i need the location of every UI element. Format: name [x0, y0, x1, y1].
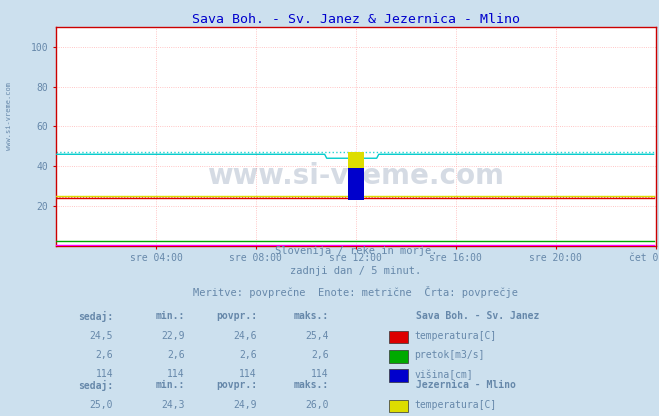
Text: 25,4: 25,4 [305, 331, 329, 341]
Text: min.:: min.: [156, 380, 185, 390]
Bar [389, 369, 408, 382]
Bar [347, 170, 364, 190]
Text: povpr.:: povpr.: [215, 311, 257, 321]
Text: 2,6: 2,6 [311, 350, 329, 360]
Text: višina[cm]: višina[cm] [414, 369, 473, 380]
Text: pretok[m3/s]: pretok[m3/s] [414, 350, 484, 360]
Text: temperatura[C]: temperatura[C] [414, 331, 496, 341]
Text: 26,0: 26,0 [305, 400, 329, 410]
Text: 114: 114 [239, 369, 257, 379]
Bar [389, 331, 408, 343]
Text: sedaj:: sedaj: [78, 380, 113, 391]
Text: zadnji dan / 5 minut.: zadnji dan / 5 minut. [290, 266, 422, 276]
Text: 2,6: 2,6 [239, 350, 257, 360]
Text: 24,9: 24,9 [233, 400, 257, 410]
Text: 24,3: 24,3 [161, 400, 185, 410]
Text: Jezernica - Mlino: Jezernica - Mlino [416, 380, 516, 390]
Text: 114: 114 [96, 369, 113, 379]
Text: 22,9: 22,9 [161, 331, 185, 341]
Text: 24,6: 24,6 [233, 331, 257, 341]
Bar [347, 152, 364, 172]
Text: 2,6: 2,6 [96, 350, 113, 360]
Bar [389, 350, 408, 363]
Text: 25,0: 25,0 [90, 400, 113, 410]
Text: 114: 114 [167, 369, 185, 379]
Text: Slovenija / reke in morje.: Slovenija / reke in morje. [275, 246, 437, 256]
Text: 24,5: 24,5 [90, 331, 113, 341]
Bar [389, 400, 408, 412]
Text: www.si-vreme.com: www.si-vreme.com [208, 162, 504, 190]
Text: min.:: min.: [156, 311, 185, 321]
Bar [347, 168, 364, 200]
Text: maks.:: maks.: [294, 311, 329, 321]
Text: 2,6: 2,6 [167, 350, 185, 360]
Title: Sava Boh. - Sv. Janez & Jezernica - Mlino: Sava Boh. - Sv. Janez & Jezernica - Mlin… [192, 13, 520, 26]
Text: Sava Boh. - Sv. Janez: Sava Boh. - Sv. Janez [416, 311, 539, 321]
Text: povpr.:: povpr.: [215, 380, 257, 390]
Text: temperatura[C]: temperatura[C] [414, 400, 496, 410]
Text: Meritve: povprečne  Enote: metrične  Črta: povprečje: Meritve: povprečne Enote: metrične Črta:… [193, 286, 519, 298]
Text: 114: 114 [311, 369, 329, 379]
Text: www.si-vreme.com: www.si-vreme.com [5, 82, 12, 151]
Text: sedaj:: sedaj: [78, 311, 113, 322]
Text: maks.:: maks.: [294, 380, 329, 390]
